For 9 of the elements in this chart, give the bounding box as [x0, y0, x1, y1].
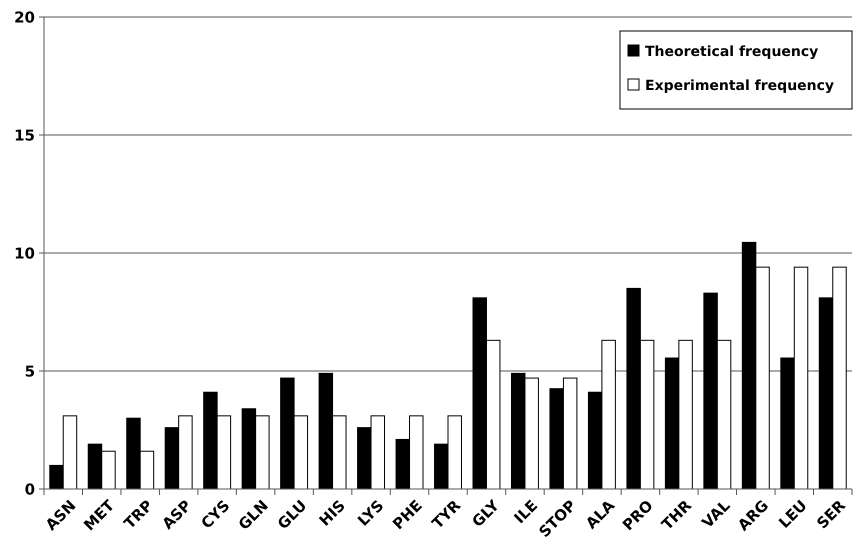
y-tick-label: 5: [24, 362, 35, 380]
y-tick-label: 10: [14, 244, 35, 262]
legend-label: Experimental frequency: [645, 78, 834, 94]
x-tick-label: ILE: [510, 496, 542, 528]
legend-label: Theoretical frequency: [645, 44, 818, 60]
y-tick-label: 20: [14, 8, 35, 26]
x-tick-label: VAL: [698, 496, 734, 532]
y-tick-label: 15: [14, 126, 35, 144]
y-tick-label: 0: [24, 480, 35, 498]
